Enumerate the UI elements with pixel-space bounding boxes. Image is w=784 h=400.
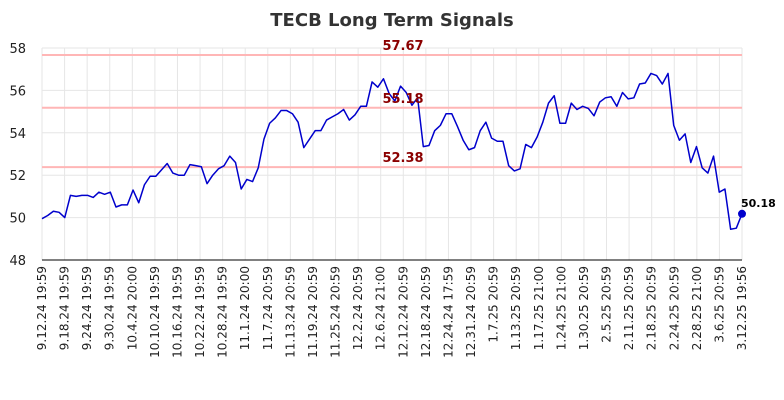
x-tick-label: 12.18.24 20:59 (419, 266, 433, 358)
x-tick-label: 11.1.24 20:00 (238, 266, 252, 350)
x-tick-label: 9.12.24 19:59 (35, 266, 49, 350)
x-tick-label: 10.10.24 19:59 (148, 266, 162, 358)
x-tick-label: 3.12.25 19:56 (735, 266, 749, 350)
x-tick-label: 1.13.25 20:59 (509, 266, 523, 350)
x-tick-label: 11.7.24 20:59 (261, 266, 275, 350)
x-tick-label: 10.16.24 19:59 (170, 266, 184, 358)
x-tick-label: 12.12.24 20:59 (396, 266, 410, 358)
y-tick-label: 54 (9, 127, 26, 142)
signal-labels: 57.67 55.18 52.38 (382, 39, 423, 166)
signal-label: 52.38 (382, 151, 423, 166)
last-point-label: 50.18 (741, 197, 776, 210)
x-tick-label: 12.31.24 20:59 (464, 266, 478, 358)
x-tick-label: 1.30.25 20:59 (577, 266, 591, 350)
x-tick-label: 11.13.24 20:59 (283, 266, 297, 358)
y-tick-label: 56 (9, 84, 26, 99)
x-tick-label: 2.5.25 20:59 (600, 266, 614, 343)
x-tick-label: 12.24.24 17:59 (441, 266, 455, 358)
x-tick-label: 9.18.24 19:59 (58, 266, 72, 350)
x-tick-label: 2.24.25 20:59 (667, 266, 681, 350)
series-line (41, 72, 743, 231)
x-tick-label: 10.28.24 19:59 (216, 266, 230, 358)
y-tick-label: 58 (9, 42, 26, 57)
last-point-marker (738, 209, 746, 218)
x-tick-labels: 9.12.24 19:59 9.18.24 19:59 9.24.24 19:59 9… (35, 266, 749, 358)
x-tick-label: 1.17.25 21:00 (532, 266, 546, 350)
x-tick-label: 12.6.24 21:00 (374, 266, 388, 350)
y-tick-label: 52 (9, 169, 26, 184)
x-tick-label: 2.28.25 21:00 (690, 266, 704, 350)
grid (41, 47, 743, 261)
x-tick-label: 9.24.24 19:59 (80, 266, 94, 350)
x-tick-label: 2.18.25 20:59 (645, 266, 659, 350)
x-tick-label: 9.30.24 19:59 (103, 266, 117, 350)
x-tick-label: 1.24.25 21:00 (554, 266, 568, 350)
signal-lines (42, 53, 742, 169)
x-tick-label: 10.22.24 19:59 (193, 266, 207, 358)
x-tick-label: 1.7.25 20:59 (487, 266, 501, 343)
signal-label: 55.18 (382, 92, 423, 107)
x-tick-label: 12.2.24 20:59 (351, 266, 365, 350)
x-tick-label: 10.4.24 20:00 (125, 266, 139, 350)
y-tick-label: 50 (9, 212, 26, 227)
chart-title: TECB Long Term Signals (270, 10, 513, 31)
signal-label: 57.67 (382, 39, 423, 54)
x-tick-label: 3.6.25 20:59 (712, 266, 726, 343)
y-tick-labels: 48 50 52 54 56 58 (9, 42, 26, 269)
x-tick-label: 11.25.24 20:59 (329, 266, 343, 358)
x-tick-label: 11.19.24 20:59 (306, 266, 320, 358)
series-group (41, 72, 743, 231)
x-tick-label: 2.11.25 20:59 (622, 266, 636, 350)
y-tick-label: 48 (9, 254, 26, 269)
last-point-group: 50.18 (738, 197, 776, 218)
